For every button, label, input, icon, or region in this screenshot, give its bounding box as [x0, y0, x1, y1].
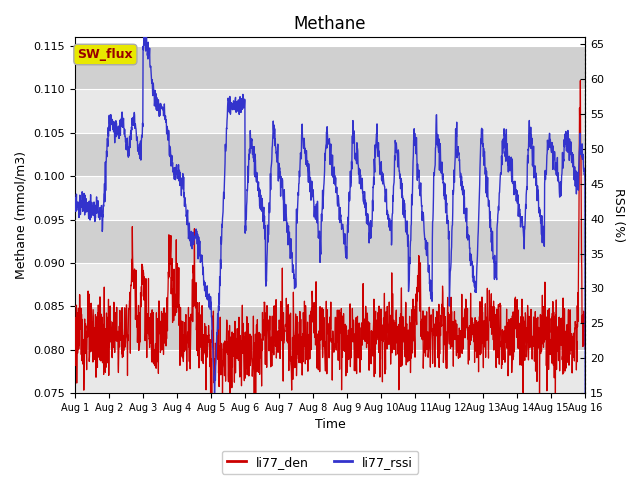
X-axis label: Time: Time	[315, 419, 346, 432]
Y-axis label: RSSI (%): RSSI (%)	[612, 188, 625, 242]
Bar	[75, 133, 585, 176]
Text: SW_flux: SW_flux	[77, 48, 133, 61]
Bar	[75, 219, 585, 263]
Bar	[75, 89, 585, 133]
Legend: li77_den, li77_rssi: li77_den, li77_rssi	[222, 451, 418, 474]
Title: Methane: Methane	[294, 15, 366, 33]
Bar	[75, 176, 585, 219]
Bar	[75, 46, 585, 89]
Y-axis label: Methane (mmol/m3): Methane (mmol/m3)	[15, 151, 28, 279]
Bar	[75, 350, 585, 393]
Bar	[75, 263, 585, 306]
Bar	[75, 306, 585, 350]
